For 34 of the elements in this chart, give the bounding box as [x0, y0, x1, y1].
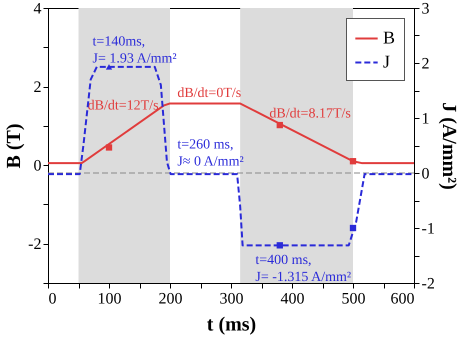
y2-tick-label: 3 — [422, 0, 430, 18]
x-tick-label: 400 — [280, 290, 304, 308]
y2-axis-title: J (A/mm²) — [438, 102, 460, 190]
point — [350, 158, 356, 164]
point — [350, 224, 356, 232]
x-tick-label: 100 — [98, 290, 122, 308]
annotation: t=260 ms, J≈ 0 A/mm² — [177, 137, 244, 170]
legend-label: B — [383, 28, 396, 48]
annotation: dB/dt=8.17T/s — [269, 106, 351, 122]
point — [106, 64, 112, 70]
annotation: t=400 ms, J= -1.315 A/mm² — [255, 253, 352, 286]
y2-tick-label: -1 — [422, 220, 435, 238]
x-axis-title: t (ms) — [206, 314, 256, 336]
y2-tick-label: -2 — [422, 276, 435, 292]
x-tick-label: 200 — [158, 290, 182, 308]
y2-tick-label: 2 — [422, 56, 430, 72]
x-tick-label: 600 — [390, 290, 414, 308]
annotation: dB/dt=12T/s — [88, 98, 159, 114]
point — [276, 242, 283, 248]
x-tick-label: 500 — [342, 290, 366, 308]
point — [106, 144, 112, 151]
y-tick-label: 0 — [34, 158, 42, 175]
annotation: t=140ms, J= 1.93 A/mm² — [92, 34, 177, 66]
y-axis-title: B (T) — [3, 124, 26, 168]
y-tick-label: 2 — [34, 79, 42, 96]
y2-tick-label: 1 — [422, 110, 430, 128]
legend-label: J — [383, 52, 390, 72]
y-tick-label: -2 — [28, 236, 42, 254]
y-tick-label: 4 — [34, 0, 42, 18]
point — [276, 122, 283, 128]
x-tick-label: 300 — [220, 290, 244, 308]
annotation: dB/dt=0T/s — [177, 86, 242, 101]
x-tick-label: 0 — [48, 290, 56, 308]
y2-tick-label: 0 — [422, 166, 430, 182]
